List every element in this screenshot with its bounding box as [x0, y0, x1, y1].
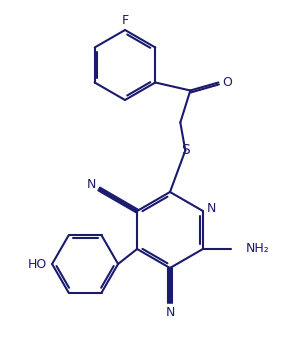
Text: N: N [207, 202, 216, 215]
Text: HO: HO [28, 257, 47, 271]
Text: N: N [165, 306, 175, 318]
Text: NH₂: NH₂ [246, 242, 270, 256]
Text: O: O [222, 76, 232, 89]
Text: F: F [121, 15, 128, 27]
Text: S: S [181, 143, 190, 158]
Text: N: N [86, 179, 96, 191]
